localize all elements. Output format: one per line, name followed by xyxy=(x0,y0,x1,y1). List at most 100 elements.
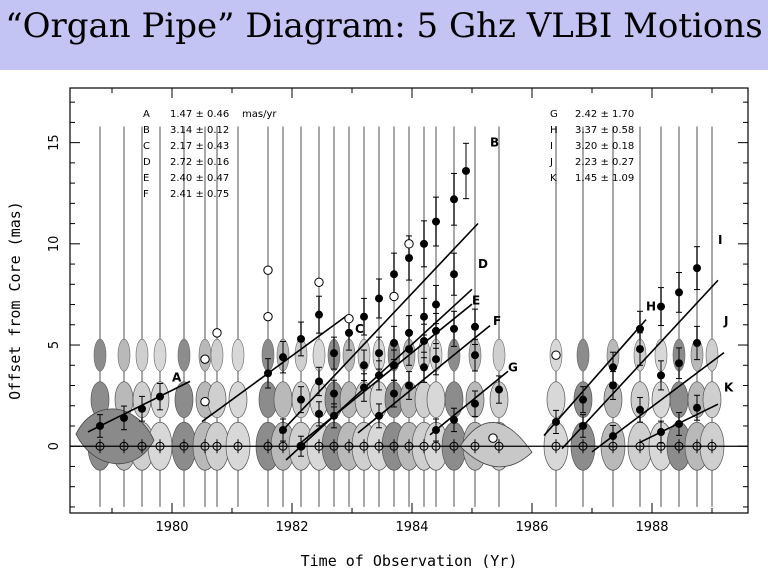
point-h xyxy=(579,395,587,404)
point-e xyxy=(330,411,338,420)
x-tick-label: 1984 xyxy=(395,520,428,535)
open-point xyxy=(263,265,273,275)
component-label-h: H xyxy=(646,300,656,314)
y-axis-label: Offset from Core (mas) xyxy=(6,201,24,400)
open-point xyxy=(263,311,273,322)
core-point xyxy=(578,441,588,451)
point-e xyxy=(471,322,479,331)
point-e xyxy=(375,371,383,380)
point-i xyxy=(579,421,587,430)
legend-id-e: E xyxy=(143,173,149,184)
pipe-lobe-upper xyxy=(312,338,326,372)
component-label-g: G xyxy=(508,360,518,374)
point-b xyxy=(297,395,305,404)
plot-frame xyxy=(69,87,749,514)
point-b xyxy=(345,328,353,337)
point-g xyxy=(471,399,479,408)
x-tick-label: 1986 xyxy=(515,520,548,535)
point-b xyxy=(462,166,470,175)
open-point xyxy=(200,354,210,364)
point-e xyxy=(405,345,413,354)
legend-id-c: C xyxy=(143,141,150,152)
core-point xyxy=(551,441,561,451)
legend-id-i: I xyxy=(550,141,553,152)
pipe-lobe-upper xyxy=(576,338,590,372)
core-point xyxy=(374,441,384,451)
point-d xyxy=(432,300,440,309)
core-point xyxy=(470,441,480,451)
y-tick-label: 0 xyxy=(47,442,62,450)
point-j xyxy=(675,359,683,368)
pipe-lobe-mid xyxy=(702,381,722,419)
legend-value-j: 2.23 ± 0.27 xyxy=(575,157,634,168)
core-point xyxy=(212,441,222,451)
point-b xyxy=(405,254,413,262)
legend-value-i: 3.20 ± 0.18 xyxy=(575,141,634,152)
point-i xyxy=(609,381,617,390)
point-k xyxy=(675,419,683,428)
legend-value-e: 2.40 ± 0.47 xyxy=(170,173,229,184)
core-point xyxy=(179,441,189,451)
point-g xyxy=(450,415,458,424)
core-point xyxy=(494,441,504,451)
point-d xyxy=(330,389,338,398)
legend-id-k: K xyxy=(550,173,557,184)
point-h xyxy=(552,417,560,426)
core-point xyxy=(137,441,147,451)
open-point xyxy=(551,350,561,360)
axes: 1980 1982 1984 1986 1988 0 5 10 15 xyxy=(47,87,749,535)
open-point xyxy=(200,396,210,407)
component-label-f: F xyxy=(493,314,501,328)
point-g xyxy=(432,426,440,435)
legend-id-f: F xyxy=(143,189,149,200)
point-f xyxy=(390,389,398,398)
legend-units: mas/yr xyxy=(242,109,277,120)
point-d xyxy=(375,349,383,358)
point-k xyxy=(657,428,665,437)
open-point xyxy=(488,433,498,443)
core-point xyxy=(95,441,105,451)
legend: A 1.47 ± 0.46 mas/yr B 3.14 ± 0.12 C 2.17 ± 0.… xyxy=(143,109,634,200)
legend-value-g: 2.42 ± 1.70 xyxy=(575,109,634,120)
core-point xyxy=(155,441,165,451)
core-point xyxy=(263,441,273,451)
core-point xyxy=(419,441,429,451)
legend-value-f: 2.41 ± 0.75 xyxy=(170,189,229,200)
fit-line-b xyxy=(279,222,479,434)
component-label-c: C xyxy=(355,322,364,336)
open-point xyxy=(344,314,354,324)
core-point xyxy=(233,441,243,451)
point-b xyxy=(450,195,458,204)
pipe-lobe-upper xyxy=(93,338,107,372)
point-c xyxy=(279,353,287,362)
pipe-lobe-mid xyxy=(273,381,293,419)
pipe-lobe-upper xyxy=(117,338,131,372)
legend-id-g: G xyxy=(550,109,558,120)
legend-value-a: 1.47 ± 0.46 xyxy=(170,109,229,120)
fit-line-e xyxy=(297,303,473,446)
point-a xyxy=(138,404,146,413)
component-label-a: A xyxy=(172,370,182,384)
point-j xyxy=(636,405,644,414)
point-e xyxy=(432,326,440,335)
point-d xyxy=(315,409,323,418)
legend-value-k: 1.45 ± 1.09 xyxy=(575,173,634,184)
pipe-lobe-upper xyxy=(210,338,224,372)
y-tick-label: 15 xyxy=(47,134,62,151)
component-label-i: I xyxy=(718,233,722,247)
core-point xyxy=(431,441,441,451)
point-j xyxy=(609,432,617,441)
point-a xyxy=(96,421,104,430)
core-point xyxy=(344,441,354,451)
x-axis-label: Time of Observation (Yr) xyxy=(301,552,518,570)
point-b xyxy=(390,270,398,279)
core-point xyxy=(119,441,129,451)
core-lobe-right xyxy=(459,422,533,468)
point-b xyxy=(330,349,338,358)
component-label-e: E xyxy=(472,294,480,308)
component-label-b: B xyxy=(490,136,499,150)
legend-id-d: D xyxy=(143,157,151,168)
open-point xyxy=(314,277,324,287)
y-tick-label: 10 xyxy=(47,236,62,253)
